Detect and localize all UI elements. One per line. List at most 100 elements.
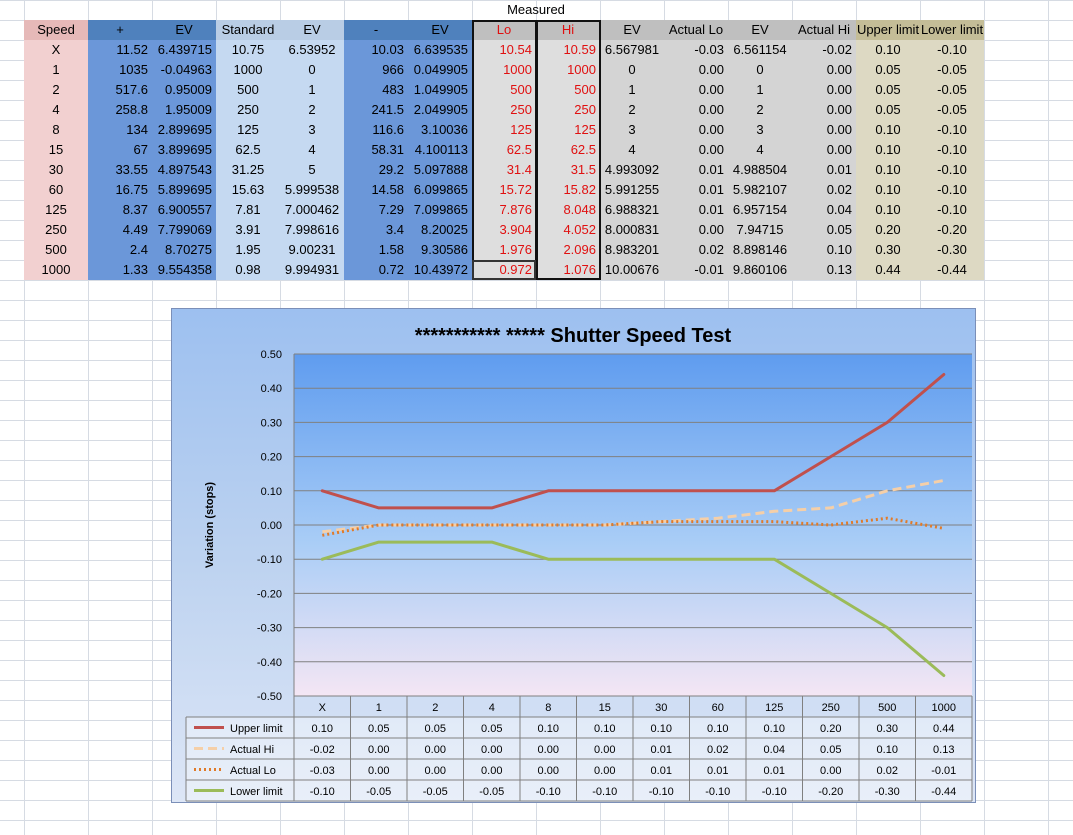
header-measured-ev[interactable]: EV: [600, 20, 664, 40]
cell-plus[interactable]: 67: [88, 140, 152, 160]
cell-plus-ev[interactable]: 4.897543: [152, 160, 216, 180]
cell-lo[interactable]: 7.876: [472, 200, 536, 220]
cell-plus[interactable]: 8.37: [88, 200, 152, 220]
cell-hi[interactable]: 62.5: [536, 140, 600, 160]
header-minus-ev[interactable]: EV: [408, 20, 472, 40]
cell-minus[interactable]: 0.72: [344, 260, 408, 280]
cell-standard[interactable]: 1000: [216, 60, 280, 80]
cell-hi[interactable]: 2.096: [536, 240, 600, 260]
cell-lo[interactable]: 1000: [472, 60, 536, 80]
cell-upper-limit[interactable]: 0.05: [856, 60, 920, 80]
cell-actual-lo[interactable]: 0.00: [664, 100, 728, 120]
cell-minus[interactable]: 14.58: [344, 180, 408, 200]
cell-measured-ev[interactable]: 8.983201: [600, 240, 664, 260]
cell-minus[interactable]: 7.29: [344, 200, 408, 220]
cell-standard-ev[interactable]: 9.994931: [280, 260, 344, 280]
cell-measured-ev[interactable]: 6.567981: [600, 40, 664, 60]
cell-actual-lo[interactable]: 0.02: [664, 240, 728, 260]
cell-upper-limit[interactable]: 0.30: [856, 240, 920, 260]
cell-standard[interactable]: 15.63: [216, 180, 280, 200]
cell-lower-limit[interactable]: -0.10: [920, 120, 984, 140]
cell-standard-ev[interactable]: 7.998616: [280, 220, 344, 240]
cell-lower-limit[interactable]: -0.05: [920, 80, 984, 100]
cell-plus-ev[interactable]: 7.799069: [152, 220, 216, 240]
cell-actual-hi[interactable]: 0.00: [792, 120, 856, 140]
cell-actual-ev[interactable]: 6.561154: [728, 40, 792, 60]
cell-lo[interactable]: 125: [472, 120, 536, 140]
cell-measured-ev[interactable]: 0: [600, 60, 664, 80]
header-minus[interactable]: -: [344, 20, 408, 40]
header-actual-hi[interactable]: Actual Hi: [792, 20, 856, 40]
shutter-speed-chart[interactable]: *********** ***** Shutter Speed Test 0.50…: [171, 308, 976, 803]
cell-speed[interactable]: X: [24, 40, 88, 60]
cell-actual-hi[interactable]: 0.00: [792, 140, 856, 160]
cell-standard[interactable]: 10.75: [216, 40, 280, 60]
cell-actual-ev[interactable]: 6.957154: [728, 200, 792, 220]
cell-hi[interactable]: 10.59: [536, 40, 600, 60]
cell-minus-ev[interactable]: 6.099865: [408, 180, 472, 200]
cell-measured-ev[interactable]: 4.993092: [600, 160, 664, 180]
cell-plus-ev[interactable]: 5.899695: [152, 180, 216, 200]
cell-upper-limit[interactable]: 0.44: [856, 260, 920, 280]
series-line[interactable]: [320, 373, 946, 510]
cell-actual-lo[interactable]: 0.01: [664, 200, 728, 220]
cell-standard-ev[interactable]: 6.53952: [280, 40, 344, 60]
cell-upper-limit[interactable]: 0.10: [856, 160, 920, 180]
cell-plus[interactable]: 258.8: [88, 100, 152, 120]
cell-upper-limit[interactable]: 0.05: [856, 80, 920, 100]
cell-lo[interactable]: 1.976: [472, 240, 536, 260]
cell-plus-ev[interactable]: 3.899695: [152, 140, 216, 160]
header-standard-ev[interactable]: EV: [280, 20, 344, 40]
cell-standard-ev[interactable]: 3: [280, 120, 344, 140]
cell-plus[interactable]: 517.6: [88, 80, 152, 100]
cell-standard-ev[interactable]: 0: [280, 60, 344, 80]
cell-measured-ev[interactable]: 3: [600, 120, 664, 140]
cell-minus[interactable]: 3.4: [344, 220, 408, 240]
cell-speed[interactable]: 30: [24, 160, 88, 180]
cell-actual-hi[interactable]: 0.10: [792, 240, 856, 260]
cell-hi[interactable]: 250: [536, 100, 600, 120]
cell-hi[interactable]: 500: [536, 80, 600, 100]
header-actual-ev[interactable]: EV: [728, 20, 792, 40]
cell-standard[interactable]: 0.98: [216, 260, 280, 280]
cell-measured-ev[interactable]: 5.991255: [600, 180, 664, 200]
cell-plus-ev[interactable]: 6.900557: [152, 200, 216, 220]
cell-standard-ev[interactable]: 4: [280, 140, 344, 160]
cell-speed[interactable]: 250: [24, 220, 88, 240]
cell-hi[interactable]: 8.048: [536, 200, 600, 220]
cell-hi[interactable]: 31.5: [536, 160, 600, 180]
cell-standard[interactable]: 250: [216, 100, 280, 120]
cell-minus-ev[interactable]: 7.099865: [408, 200, 472, 220]
header-standard[interactable]: Standard: [216, 20, 280, 40]
cell-minus[interactable]: 29.2: [344, 160, 408, 180]
cell-minus[interactable]: 483: [344, 80, 408, 100]
series-line[interactable]: [322, 516, 945, 537]
cell-plus[interactable]: 2.4: [88, 240, 152, 260]
cell-standard[interactable]: 500: [216, 80, 280, 100]
cell-lo[interactable]: 15.72: [472, 180, 536, 200]
cell-minus[interactable]: 10.03: [344, 40, 408, 60]
cell-minus-ev[interactable]: 3.10036: [408, 120, 472, 140]
cell-upper-limit[interactable]: 0.10: [856, 40, 920, 60]
cell-plus-ev[interactable]: 0.95009: [152, 80, 216, 100]
cell-minus[interactable]: 116.6: [344, 120, 408, 140]
cell-speed[interactable]: 60: [24, 180, 88, 200]
cell-actual-ev[interactable]: 5.982107: [728, 180, 792, 200]
cell-speed[interactable]: 500: [24, 240, 88, 260]
cell-minus-ev[interactable]: 2.049905: [408, 100, 472, 120]
cell-actual-lo[interactable]: -0.01: [664, 260, 728, 280]
cell-minus-ev[interactable]: 4.100113: [408, 140, 472, 160]
cell-standard[interactable]: 125: [216, 120, 280, 140]
cell-lo[interactable]: 500: [472, 80, 536, 100]
cell-actual-lo[interactable]: 0.00: [664, 220, 728, 240]
header-hi[interactable]: Hi: [536, 20, 600, 40]
cell-actual-hi[interactable]: -0.02: [792, 40, 856, 60]
header-plus-ev[interactable]: EV: [152, 20, 216, 40]
cell-plus-ev[interactable]: 9.554358: [152, 260, 216, 280]
cell-plus-ev[interactable]: 6.439715: [152, 40, 216, 60]
cell-lo[interactable]: 62.5: [472, 140, 536, 160]
header-lo[interactable]: Lo: [472, 20, 536, 40]
header-lower-limit[interactable]: Lower limit: [920, 20, 984, 40]
cell-standard[interactable]: 62.5: [216, 140, 280, 160]
cell-lo[interactable]: 10.54: [472, 40, 536, 60]
